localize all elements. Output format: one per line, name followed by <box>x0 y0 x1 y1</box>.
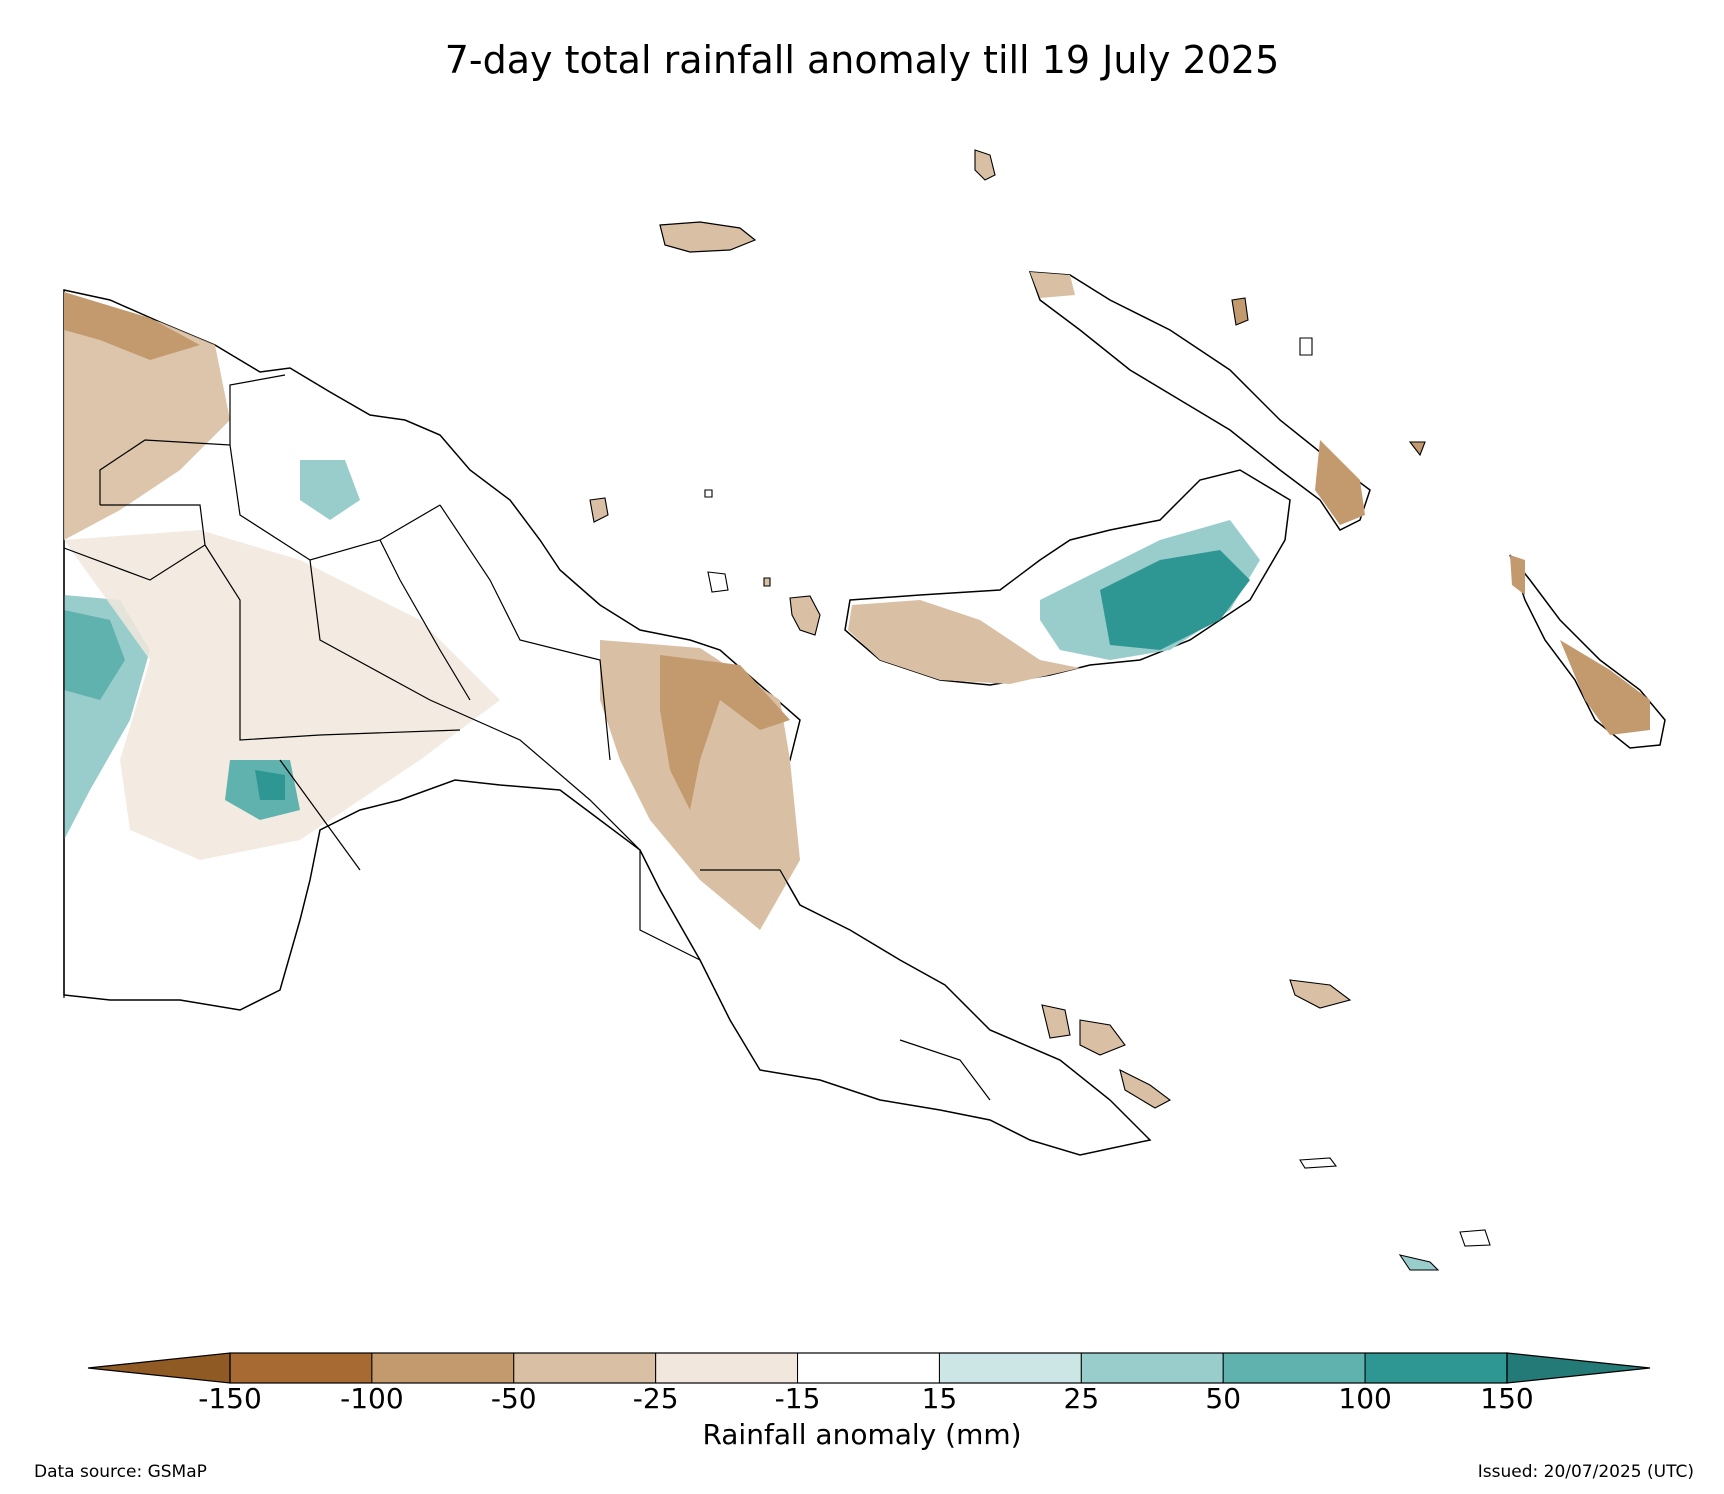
colorbar-tick-label: 150 <box>1480 1382 1534 1415</box>
map-title: 7-day total rainfall anomaly till 19 Jul… <box>444 38 1280 82</box>
new-britain-wet-core <box>1100 550 1250 650</box>
new-ireland-dry <box>1315 440 1365 525</box>
bougainville-dry <box>1560 640 1650 735</box>
colorbar-outline <box>229 1352 1508 1384</box>
small-islands <box>589 149 1491 1271</box>
new-ireland <box>1028 271 1371 531</box>
dry-north-west <box>64 292 230 540</box>
colorbar-segment <box>797 1352 940 1384</box>
data-source: Data source: GSMaP <box>34 1462 207 1482</box>
colorbar-tick-label: -100 <box>340 1382 404 1415</box>
colorbar-tick-label: 25 <box>1063 1382 1100 1415</box>
rainfall-anomaly-map <box>63 149 1666 1271</box>
colorbar-extend-high <box>1506 1352 1651 1384</box>
bougainville-north-dry <box>1510 555 1525 595</box>
wet-west-core <box>64 610 125 700</box>
colorbar-segment <box>513 1352 657 1384</box>
wet-south-core <box>255 770 285 800</box>
colorbar-tick-label: 15 <box>921 1382 958 1415</box>
new-britain-dry <box>848 600 1080 684</box>
colorbar-segment <box>1080 1352 1224 1384</box>
colorbar-segment <box>938 1352 1082 1384</box>
colorbar-tick-label: -25 <box>632 1382 679 1415</box>
colorbar-extend-low <box>87 1352 231 1384</box>
colorbar-tick-label: -150 <box>198 1382 262 1415</box>
colorbar-tick-label: 100 <box>1338 1382 1392 1415</box>
colorbar-tick-label: 50 <box>1205 1382 1242 1415</box>
new-ireland-north-dry <box>1030 272 1075 298</box>
issued-date: Issued: 20/07/2025 (UTC) <box>1477 1462 1694 1482</box>
colorbar-segment <box>229 1352 373 1384</box>
colorbar-tick-label: -50 <box>490 1382 537 1415</box>
colorbar-tick-label: -15 <box>774 1382 821 1415</box>
colorbar-label: Rainfall anomaly (mm) <box>702 1418 1022 1451</box>
colorbar-segment <box>1364 1352 1508 1384</box>
dry-east-core <box>660 655 790 810</box>
colorbar-segment <box>371 1352 515 1384</box>
dry-north-coast <box>64 292 200 360</box>
province-boundaries <box>63 374 991 1101</box>
dry-central <box>64 530 500 860</box>
colorbar-segment <box>1222 1352 1366 1384</box>
manus-island <box>659 221 757 253</box>
colorbar-segment <box>655 1352 799 1384</box>
wet-north-patch <box>300 460 360 520</box>
